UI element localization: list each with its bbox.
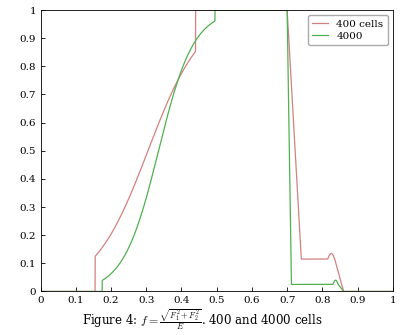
Text: Figure 4: $f = \frac{\sqrt{F_1^2+F_2^2}}{E}$. 400 and 4000 cells: Figure 4: $f = \frac{\sqrt{F_1^2+F_2^2}}… [82,308,323,333]
4000 [38,289,43,293]
4000 [318,282,323,286]
4000 [213,8,217,12]
4000 [390,289,395,293]
Legend: 400 cells, 4000: 400 cells, 4000 [308,15,388,45]
400 cells [247,8,252,12]
400 cells [166,99,171,103]
4000 [247,8,252,12]
400 cells [318,257,323,261]
4000 [166,112,171,116]
400 cells [262,8,267,12]
400 cells [193,8,198,12]
400 cells [56,289,61,293]
4000 [262,8,267,12]
400 cells [299,257,304,261]
4000 [299,282,304,286]
Line: 4000: 4000 [40,10,393,291]
Line: 400 cells: 400 cells [40,10,393,291]
400 cells [390,289,395,293]
400 cells [38,289,43,293]
4000 [56,289,61,293]
